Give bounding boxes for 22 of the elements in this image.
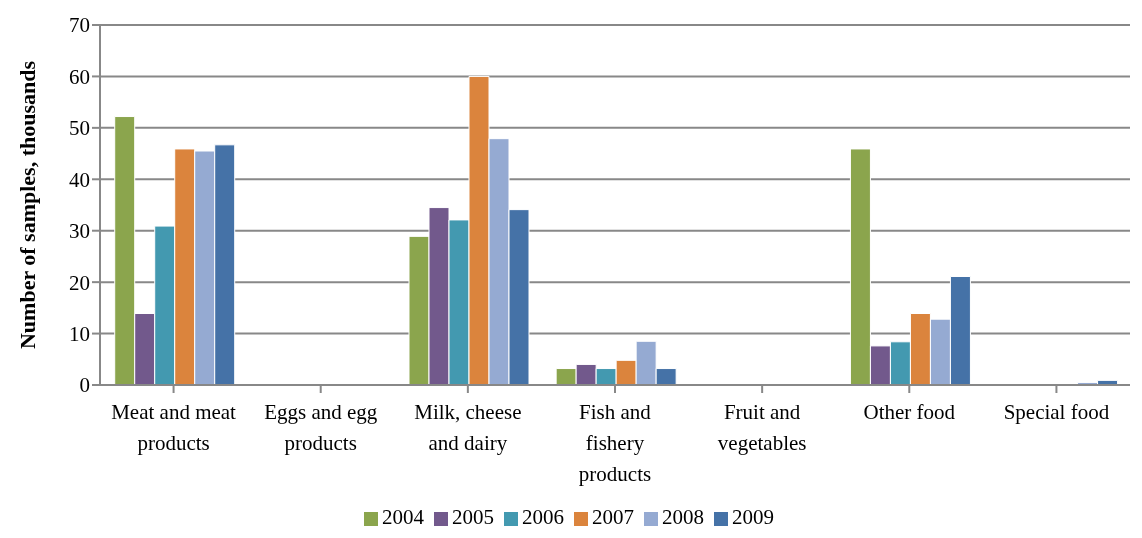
y-tick-label: 30 [69,219,90,244]
x-tick-label: Special food [1003,400,1110,424]
legend-label: 2009 [732,505,774,529]
y-tick-label: 0 [79,373,90,398]
legend-label: 2006 [522,505,564,529]
y-tick-label: 20 [69,270,90,295]
y-tick-label: 60 [69,64,90,89]
y-tick-label: 40 [69,167,90,192]
legend-label: 2004 [382,505,424,529]
x-tick-label: Milk, cheese and dairy [414,400,522,455]
x-tick-label: Fruit and vegetables [717,400,807,455]
y-tick-label: 70 [69,13,90,38]
legend-label: 2007 [592,505,634,529]
x-tick-label: Meat and meat products [111,400,237,455]
y-tick-label: 10 [69,322,90,347]
x-tick-label: Fish and fishery products [578,400,652,486]
legend-label: 2008 [662,505,704,529]
x-tick-label: Other food [863,400,956,424]
y-tick-label: 50 [69,116,90,141]
legend-label: 2005 [452,505,494,529]
y-axis-title: Number of samples, thousands [14,60,40,350]
x-tick-label: Eggs and egg products [264,400,378,455]
